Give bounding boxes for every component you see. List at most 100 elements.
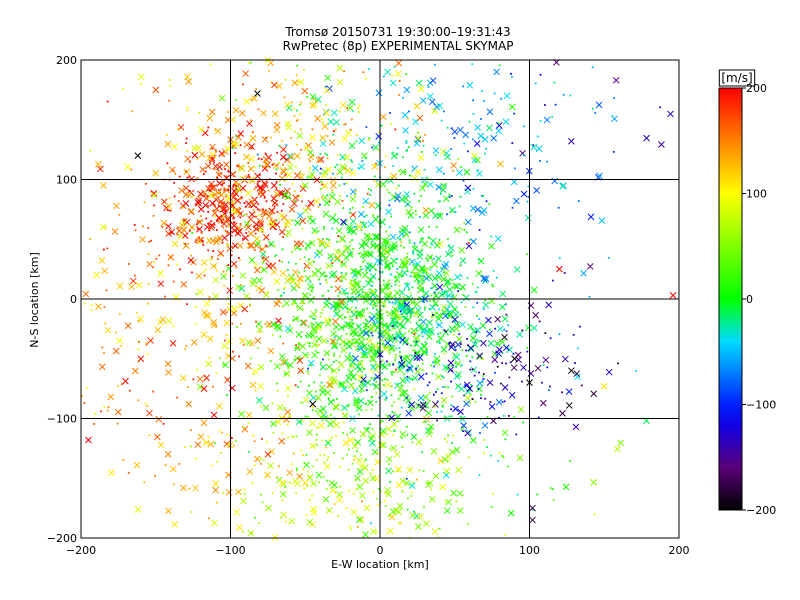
point-dot-marker [443,437,446,440]
point-x-marker [454,360,462,368]
point-x-marker [444,153,451,161]
point-x-marker [488,403,496,410]
point-dot-marker [232,221,235,224]
point-dot-marker [366,320,369,323]
point-dot-marker [326,194,329,197]
point-dot-marker [247,422,250,425]
point-x-marker [436,283,444,291]
point-dot-marker [203,173,205,175]
point-dot-marker [367,331,370,333]
point-dot-marker [218,172,220,175]
point-dot-marker [302,68,305,71]
point-x-marker [403,86,411,94]
point-x-marker [239,175,246,182]
point-dot-marker [207,189,209,191]
point-dot-marker [507,414,510,417]
point-dot-marker [549,487,552,489]
point-x-marker [304,204,312,212]
point-dot-marker [352,213,355,216]
point-dot-marker [409,344,412,347]
point-dot-marker [377,141,380,144]
point-dot-marker [391,301,394,304]
point-dot-marker [312,286,314,289]
point-dot-marker [276,219,279,222]
point-x-marker [369,364,377,371]
point-dot-marker [394,128,397,131]
point-dot-marker [376,452,379,455]
point-dot-marker [393,65,396,68]
point-dot-marker [451,364,453,367]
point-x-marker [396,314,404,322]
point-dot-marker [539,160,541,162]
point-x-marker [247,165,255,173]
point-dot-marker [563,272,566,274]
point-dot-marker [334,128,337,131]
point-dot-marker [362,260,365,263]
point-dot-marker [588,295,591,298]
point-x-marker [408,401,416,409]
point-x-marker [399,322,407,330]
point-dot-marker [446,213,448,216]
point-dot-marker [408,330,411,333]
x-tick-label: −200 [66,544,96,557]
point-dot-marker [394,302,397,305]
point-dot-marker [253,516,256,519]
point-x-marker [248,256,256,264]
point-dot-marker [122,459,125,461]
point-dot-marker [385,230,388,233]
point-dot-marker [364,157,367,160]
point-x-marker [324,241,331,248]
point-x-marker [380,300,388,308]
point-dot-marker [501,352,504,355]
point-x-marker [352,355,359,362]
point-dot-marker [362,308,365,311]
point-x-marker [401,225,409,232]
point-dot-marker [284,78,287,81]
point-dot-marker [213,223,216,226]
point-dot-marker [342,123,345,126]
point-dot-marker [355,140,358,143]
point-dot-marker [241,237,244,240]
point-dot-marker [81,394,83,397]
point-x-marker [246,242,253,249]
point-dot-marker [298,271,300,274]
point-dot-marker [386,189,389,191]
point-x-marker [358,137,366,145]
point-dot-marker [341,412,344,415]
point-dot-marker [337,249,340,252]
point-dot-marker [430,488,433,491]
point-dot-marker [264,152,267,155]
point-dot-marker [441,290,444,293]
point-dot-marker [538,320,541,323]
point-x-marker [274,363,281,370]
point-x-marker [339,250,346,258]
point-dot-marker [173,195,176,198]
point-x-marker [349,188,357,196]
point-x-marker [435,373,442,381]
point-x-marker [215,214,223,222]
point-x-marker [244,362,252,370]
point-dot-marker [380,258,382,261]
point-x-marker [232,106,240,114]
point-x-marker [298,173,305,181]
point-x-marker [358,338,365,346]
point-x-marker [326,381,333,389]
point-x-marker [234,207,242,215]
point-dot-marker [344,167,347,170]
point-dot-marker [490,235,493,238]
point-x-marker [428,496,436,503]
point-x-marker [112,347,120,355]
point-dot-marker [433,63,436,66]
point-dot-marker [276,151,279,154]
point-dot-marker [220,431,223,434]
point-x-marker [324,389,332,397]
point-dot-marker [521,329,524,332]
point-dot-marker [297,286,300,289]
point-dot-marker [392,363,395,366]
point-dot-marker [344,123,347,126]
point-x-marker [447,244,455,252]
point-x-marker [85,436,92,444]
point-x-marker [481,422,489,429]
point-dot-marker [420,194,423,197]
